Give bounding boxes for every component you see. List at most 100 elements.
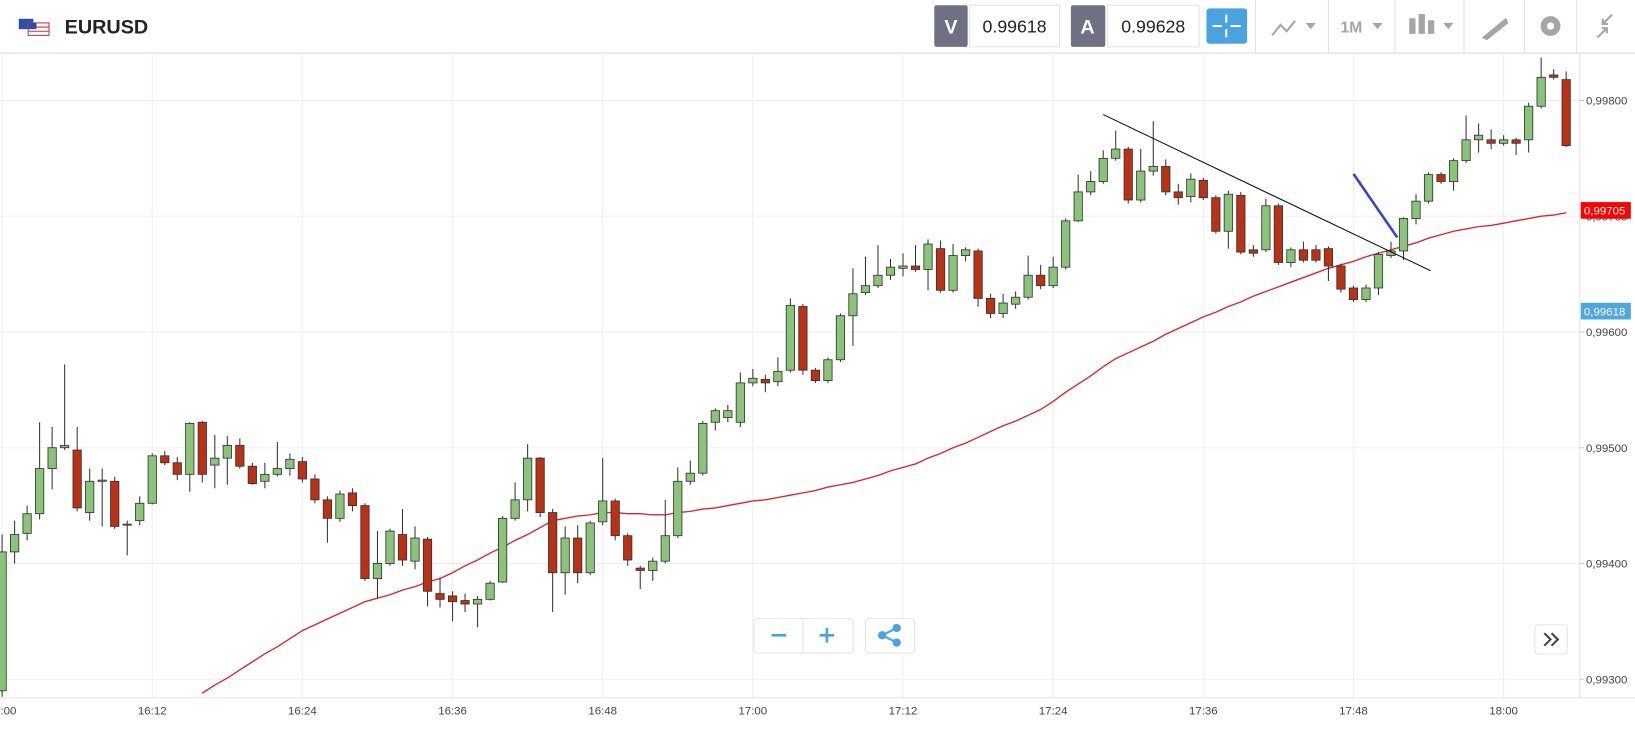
candle-body [1511,139,1521,144]
candle-body [135,502,145,522]
candle-body [860,285,871,294]
candle-body [1423,174,1434,202]
candle-body [335,493,345,519]
candle-body [923,243,933,270]
candle-body [260,473,270,482]
candle-body [1086,181,1096,193]
candle-body [1336,265,1346,290]
x-tick-label: 17:48 [1339,705,1368,717]
candle-body [798,306,808,371]
candle-body [210,457,220,466]
candle-body [1211,197,1221,232]
arrow-line [1352,173,1399,239]
zoom-in[interactable] [819,627,835,643]
candle-body [1549,74,1559,78]
candle-body [498,517,508,583]
candle-body [422,538,433,592]
price-tag-label: 0,99705 [1584,206,1625,218]
candle-body [197,421,207,475]
x-tick-label: 17:24 [1039,705,1068,717]
candle-body [986,297,996,314]
candle-body [235,444,245,467]
candle-body [360,505,370,579]
candle-body [673,480,683,537]
candle-body [1248,249,1258,254]
candle-body [272,468,282,475]
candle-body [397,534,408,561]
candle-body [823,359,833,382]
candle-body [1486,139,1496,144]
x-tick-label: 16:36 [438,705,467,717]
sell-label: V [944,16,958,38]
grid [0,54,1580,698]
candle-body [510,499,520,519]
candle-body [1223,193,1233,232]
candle-body [172,462,182,475]
candle-body [1136,170,1146,201]
y-tick-label: 0,99300 [1586,674,1627,686]
candle-body [935,248,946,291]
candle-body [835,315,846,361]
x-tick-label: 17:36 [1189,705,1218,717]
candle-body [1073,191,1083,222]
crosshair-button[interactable] [1206,8,1248,44]
y-tick-label: 0,99400 [1586,559,1627,571]
candle-body [1161,166,1171,193]
y-tick-label: 0,99500 [1586,443,1627,455]
candle-body [10,534,20,553]
candle-body [998,302,1008,314]
x-tick-label: 18:00 [1489,705,1518,717]
candle-body [1461,139,1471,162]
candle-body [748,377,758,384]
candle-body [85,480,95,513]
candle-body [523,457,533,501]
candle-body [447,595,458,603]
candle-body [585,522,595,574]
candle-body [1386,250,1396,256]
candle-body [1236,194,1246,253]
candle-body [848,293,858,317]
candle-body [110,480,120,527]
candle-body [885,266,896,276]
share-button[interactable] [864,618,915,654]
candle-body [1561,79,1571,147]
candle-body [535,457,545,513]
buy-price-box[interactable] [1106,4,1200,48]
timeframe[interactable]: 1M [1341,19,1363,36]
candle-body [460,600,470,605]
candle-body [60,444,70,449]
candle-body [1361,287,1371,300]
candle-body [410,537,420,562]
candle-body [1298,249,1309,261]
x-tick-label: 17:12 [889,705,918,717]
candle-body [1036,274,1046,287]
candle-body [560,537,570,574]
candles [0,57,1571,697]
candle-body [685,472,695,482]
toolbar-icons[interactable] [1254,0,1613,54]
candle-body [1098,157,1108,182]
price-tag [1580,202,1631,219]
candle-body [1323,248,1334,267]
candle-body [97,479,107,482]
candle-body [372,563,383,579]
candle-body [72,449,82,509]
trend-line [1102,114,1431,272]
candle-body [472,598,483,605]
candle-body [297,461,307,480]
candle-body [1186,178,1196,197]
axes: 0,993000,994000,995000,996000,997000,998… [0,96,1631,717]
candle-body [47,447,57,469]
sell-price-box[interactable] [969,4,1060,48]
candle-body [698,422,708,474]
candle-body [598,500,608,523]
candle-body [122,523,132,526]
x-tick-label: 16:24 [288,705,317,717]
sell-button[interactable] [934,5,968,47]
candle-body [735,382,745,423]
crosshair-icon [1212,14,1241,38]
buy-button[interactable] [1070,5,1106,47]
candle-body [1011,296,1021,305]
